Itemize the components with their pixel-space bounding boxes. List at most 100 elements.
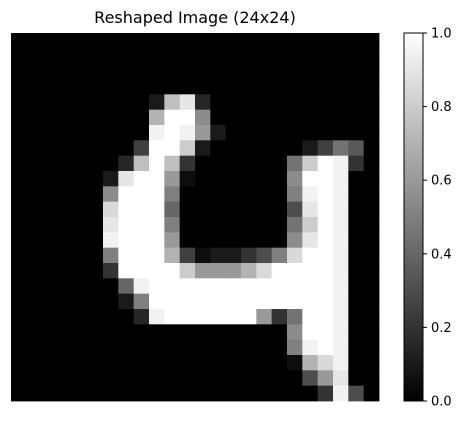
heatmap-cell-r17-c13: [210, 293, 227, 310]
heatmap-cell-r7-c12: [195, 140, 211, 157]
heatmap-cell-r20-c21: [333, 339, 349, 356]
heatmap-cell-r17-c16: [256, 293, 273, 310]
heatmap-cell-r4-c21: [333, 94, 349, 111]
heatmap-cell-r21-c3: [57, 355, 73, 371]
heatmap-cell-r11-c8: [133, 201, 150, 218]
heatmap-cell-r7-c15: [241, 140, 257, 157]
heatmap-cell-r6-c13: [210, 125, 227, 141]
heatmap-cell-r13-c15: [241, 232, 257, 249]
heatmap-cell-r1-c19: [302, 48, 319, 65]
heatmap-cell-r6-c19: [302, 125, 319, 141]
heatmap-cell-r4-c19: [302, 94, 319, 111]
colorbar-tick-label: 0.8: [431, 100, 452, 115]
heatmap-cell-r23-c14: [225, 385, 242, 402]
heatmap-cell-r19-c23: [363, 324, 380, 341]
heatmap-cell-r1-c11: [179, 48, 196, 65]
heatmap-cell-r16-c7: [118, 278, 135, 295]
heatmap-cell-r2-c9: [149, 63, 165, 80]
heatmap-cell-r3-c2: [41, 79, 58, 95]
heatmap-cell-r3-c8: [133, 79, 150, 95]
heatmap-cell-r21-c9: [149, 355, 165, 371]
heatmap-cell-r7-c3: [57, 140, 73, 157]
heatmap-cell-r14-c14: [225, 247, 242, 264]
heatmap-cell-r4-c7: [118, 94, 135, 111]
heatmap-cell-r6-c18: [287, 125, 303, 141]
heatmap-cell-r23-c22: [348, 385, 365, 402]
heatmap-cell-r1-c3: [57, 48, 73, 65]
heatmap-cell-r7-c14: [225, 140, 242, 157]
heatmap-cell-r8-c21: [333, 155, 349, 172]
heatmap-cell-r18-c13: [210, 309, 227, 325]
heatmap-cell-r21-c14: [225, 355, 242, 371]
heatmap-cell-r17-c15: [241, 293, 257, 310]
heatmap-cell-r11-c22: [348, 201, 365, 218]
heatmap-cell-r18-c1: [26, 309, 43, 325]
heatmap-cell-r10-c3: [57, 186, 73, 203]
heatmap-cell-r8-c15: [241, 155, 257, 172]
heatmap-cell-r9-c21: [333, 171, 349, 187]
heatmap-cell-r14-c4: [72, 247, 89, 264]
heatmap-cell-r21-c17: [271, 355, 288, 371]
heatmap-cell-r3-c16: [256, 79, 273, 95]
heatmap-cell-r12-c12: [195, 217, 211, 233]
heatmap-cell-r19-c5: [87, 324, 104, 341]
heatmap-cell-r6-c4: [72, 125, 89, 141]
heatmap-cell-r3-c7: [118, 79, 135, 95]
heatmap-cell-r15-c23: [363, 263, 380, 279]
heatmap-cell-r22-c2: [41, 370, 58, 387]
heatmap-cell-r13-c21: [333, 232, 349, 249]
heatmap-cell-r11-c0: [11, 201, 27, 218]
heatmap-cell-r18-c16: [256, 309, 273, 325]
heatmap-cell-r17-c4: [72, 293, 89, 310]
heatmap-cell-r3-c17: [271, 79, 288, 95]
heatmap-cell-r22-c13: [210, 370, 227, 387]
heatmap-cell-r5-c10: [164, 109, 181, 126]
heatmap-cell-r14-c13: [210, 247, 227, 264]
heatmap-cell-r6-c16: [256, 125, 273, 141]
heatmap-cell-r23-c23: [363, 385, 380, 402]
heatmap-cell-r2-c7: [118, 63, 135, 80]
heatmap-cell-r23-c5: [87, 385, 104, 402]
heatmap-cell-r12-c8: [133, 217, 150, 233]
heatmap-cell-r4-c12: [195, 94, 211, 111]
heatmap-cell-r2-c20: [317, 63, 334, 80]
heatmap-cell-r22-c8: [133, 370, 150, 387]
heatmap-cell-r15-c9: [149, 263, 165, 279]
heatmap-cell-r16-c5: [87, 278, 104, 295]
heatmap-cell-r14-c16: [256, 247, 273, 264]
heatmap-cell-r22-c1: [26, 370, 43, 387]
heatmap-cell-r16-c11: [179, 278, 196, 295]
heatmap-cell-r10-c23: [363, 186, 380, 203]
heatmap-cell-r12-c5: [87, 217, 104, 233]
heatmap-cell-r5-c14: [225, 109, 242, 126]
heatmap-cell-r22-c11: [179, 370, 196, 387]
heatmap-cell-r4-c15: [241, 94, 257, 111]
heatmap-cell-r0-c18: [287, 33, 303, 49]
heatmap-cell-r23-c2: [41, 385, 58, 402]
heatmap-cell-r12-c18: [287, 217, 303, 233]
heatmap-cell-r12-c0: [11, 217, 27, 233]
heatmap-cell-r4-c6: [103, 94, 119, 111]
heatmap-cell-r23-c20: [317, 385, 334, 402]
heatmap-cell-r8-c6: [103, 155, 119, 172]
heatmap-cell-r7-c0: [11, 140, 27, 157]
heatmap-cell-r16-c10: [164, 278, 181, 295]
heatmap-cell-r10-c2: [41, 186, 58, 203]
heatmap-cell-r10-c0: [11, 186, 27, 203]
heatmap-cell-r15-c2: [41, 263, 58, 279]
heatmap-cell-r9-c15: [241, 171, 257, 187]
heatmap-cell-r1-c5: [87, 48, 104, 65]
heatmap-cell-r2-c11: [179, 63, 196, 80]
heatmap-cell-r0-c0: [11, 33, 27, 49]
heatmap-cell-r0-c5: [87, 33, 104, 49]
heatmap-cell-r13-c11: [179, 232, 196, 249]
heatmap-cell-r9-c22: [348, 171, 365, 187]
heatmap-cell-r22-c12: [195, 370, 211, 387]
heatmap-cell-r23-c3: [57, 385, 73, 402]
heatmap-cell-r13-c19: [302, 232, 319, 249]
heatmap-cell-r7-c5: [87, 140, 104, 157]
heatmap-cell-r22-c21: [333, 370, 349, 387]
heatmap-cell-r8-c19: [302, 155, 319, 172]
heatmap-cell-r12-c6: [103, 217, 119, 233]
heatmap-cell-r22-c10: [164, 370, 181, 387]
